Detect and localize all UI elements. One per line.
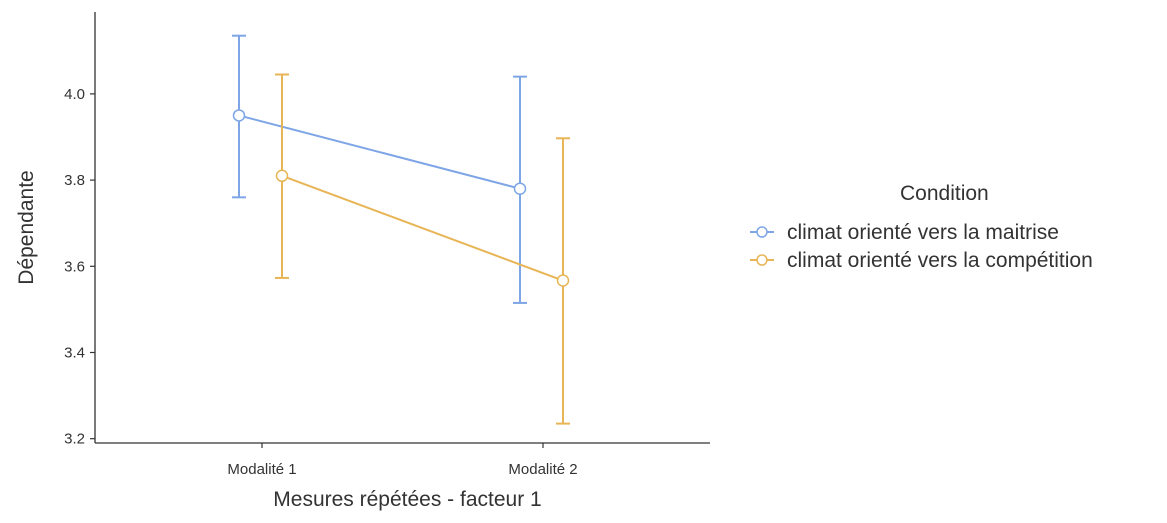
legend-label: climat orienté vers la compétition [787, 249, 1093, 272]
data-point [556, 274, 570, 287]
y-tick-label: 3.2 [64, 431, 85, 448]
y-tick-label: 4.0 [64, 86, 85, 103]
y-tick-label: 3.8 [64, 172, 85, 189]
data-point [513, 182, 527, 195]
series-line [238, 114, 521, 190]
y-tick-label: 3.4 [64, 344, 85, 361]
legend-key-point [756, 254, 768, 266]
legend-item: climat orienté vers la maitrise [750, 221, 1059, 244]
y-axis-title: Dépendante [15, 170, 38, 284]
x-tick-label: Modalité 2 [508, 461, 577, 478]
axes: 3.2 3.4 3.6 3.8 4.0 Modalité 1 Modalité 2 [64, 12, 710, 478]
x-tick-label: Modalité 1 [227, 461, 296, 478]
legend-label: climat orienté vers la maitrise [787, 221, 1059, 244]
series-1 [232, 34, 527, 304]
data-point [232, 109, 246, 122]
plot-area [232, 34, 570, 425]
data-point [275, 169, 289, 183]
y-tick-label: 3.6 [64, 258, 85, 275]
legend-item: climat orienté vers la compétition [750, 249, 1093, 272]
legend: Condition climat orienté vers la maitris… [750, 182, 1093, 272]
legend-title: Condition [900, 182, 989, 205]
series-2 [275, 73, 570, 425]
legend-key-point [756, 226, 768, 238]
x-axis-title: Mesures répétées - facteur 1 [273, 488, 541, 511]
series-line [281, 174, 564, 282]
